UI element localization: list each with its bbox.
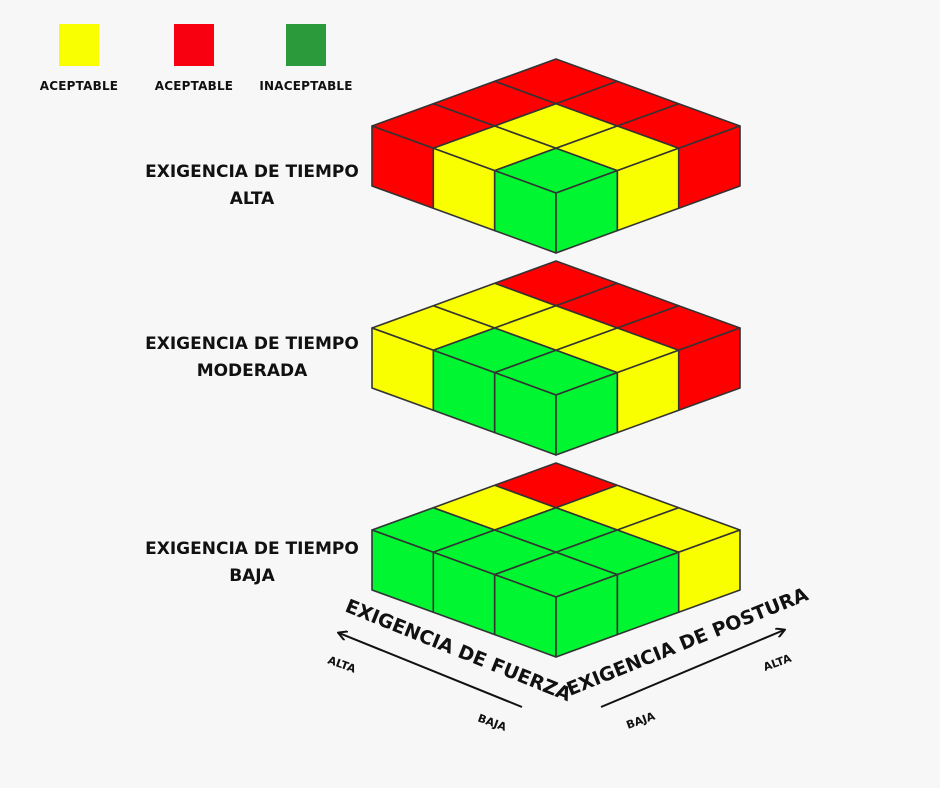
- legend-label: ACEPTABLE: [154, 79, 234, 93]
- layer-label-alta: EXIGENCIA DE TIEMPO ALTA: [132, 159, 372, 213]
- cube-right-face: [555, 169, 619, 254]
- postura-arrow: [600, 630, 784, 708]
- layer-label-baja: EXIGENCIA DE TIEMPO BAJA: [132, 536, 372, 590]
- fuerza-low-label: BAJA: [476, 712, 509, 734]
- legend-swatch-green: [286, 24, 326, 66]
- legend-item-red: ACEPTABLE: [144, 24, 244, 93]
- cube-right-face: [555, 573, 619, 658]
- legend-label: ACEPTABLE: [39, 79, 119, 93]
- layer-label-line1: EXIGENCIA DE TIEMPO: [145, 539, 359, 559]
- legend-label: INACEPTABLE: [259, 79, 353, 93]
- postura-low-label: BAJA: [625, 709, 658, 731]
- legend-swatch-yellow: [59, 24, 99, 66]
- layer-label-line1: EXIGENCIA DE TIEMPO: [145, 162, 359, 182]
- fuerza-high-label: ALTA: [326, 654, 358, 676]
- cube-right-face: [555, 371, 619, 456]
- layer-label-moderada: EXIGENCIA DE TIEMPO MODERADA: [132, 331, 372, 385]
- cube-layers: [371, 58, 741, 658]
- layer-label-line1: EXIGENCIA DE TIEMPO: [145, 334, 359, 354]
- legend-item-green: INACEPTABLE: [256, 24, 356, 93]
- layer-label-line2: ALTA: [229, 189, 275, 209]
- postura-high-label: ALTA: [762, 652, 794, 674]
- layer-label-line2: MODERADA: [196, 361, 308, 381]
- legend-swatch-red: [174, 24, 214, 66]
- layer-label-line2: BAJA: [229, 566, 275, 586]
- legend-item-yellow: ACEPTABLE: [29, 24, 129, 93]
- fuerza-arrow: [339, 633, 523, 708]
